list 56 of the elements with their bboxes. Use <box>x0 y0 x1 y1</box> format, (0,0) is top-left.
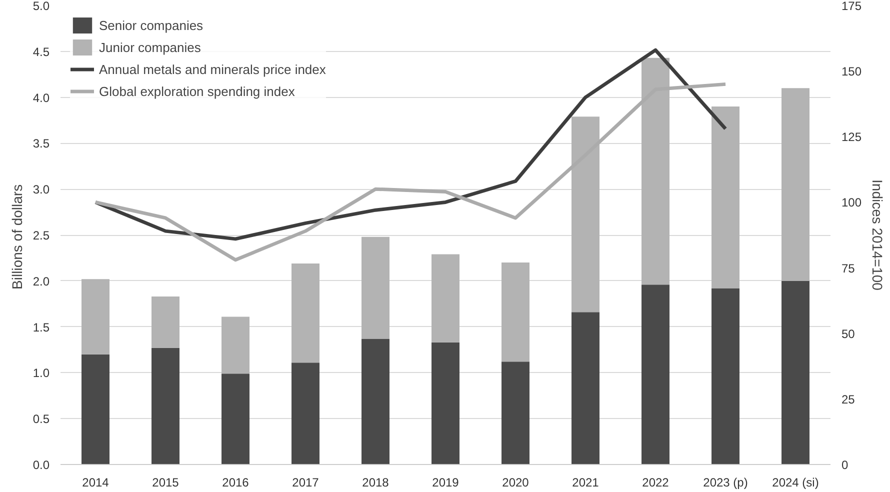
y2-tick-label: 125 <box>842 130 862 144</box>
y2-tick-label: 50 <box>842 326 856 341</box>
y-tick-label: 3.0 <box>32 182 50 197</box>
x-tick-label: 2021 <box>572 476 600 490</box>
y2-tick-label: 75 <box>842 261 856 276</box>
x-tick-label: 2022 <box>642 476 670 490</box>
bar <box>432 342 460 464</box>
y2-tick-label: 100 <box>842 196 862 210</box>
y-tick-label: 0.5 <box>32 412 50 426</box>
x-tick-label: 2020 <box>502 476 530 490</box>
y-tick-label: 4.5 <box>32 44 50 59</box>
legend-label: Senior companies <box>99 18 204 32</box>
y2-axis-title: Indices 2014=100 <box>870 180 886 291</box>
bar <box>782 280 810 464</box>
x-tick-label: 2024 (si) <box>772 476 819 490</box>
bar <box>152 296 180 348</box>
x-tick-label: 2019 <box>432 476 460 490</box>
y-tick-label: 3.5 <box>32 136 50 151</box>
bar <box>362 236 390 339</box>
x-tick-label: 2023 (p) <box>703 476 748 490</box>
bar <box>642 284 670 464</box>
y-tick-label: 1.5 <box>32 320 50 334</box>
bar <box>222 374 250 464</box>
bar <box>432 254 460 342</box>
x-tick-label: 2014 <box>82 476 110 490</box>
y-tick-label: 2.0 <box>32 274 50 288</box>
bar <box>502 362 530 464</box>
y2-tick-label: 0 <box>842 458 848 472</box>
y-tick-label: 2.5 <box>32 228 50 242</box>
bar <box>362 338 390 464</box>
y-tick-label: 0.0 <box>32 458 50 472</box>
y-tick-label: 1.0 <box>32 366 50 380</box>
bar <box>782 88 810 281</box>
y-tick-label: 5.0 <box>32 0 50 13</box>
y2-tick-label: 25 <box>842 392 856 406</box>
y-axis-title: Billions of dollars <box>8 184 25 290</box>
y2-tick-label: 175 <box>842 0 862 13</box>
bar <box>712 106 740 288</box>
legend-label: Junior companies <box>99 40 201 54</box>
bar <box>712 288 740 464</box>
bar <box>292 362 320 464</box>
x-tick-label: 2015 <box>152 476 180 490</box>
x-tick-label: 2016 <box>222 476 250 490</box>
bar <box>572 312 600 464</box>
x-tick-label: 2017 <box>292 476 320 490</box>
x-tick-label: 2018 <box>362 476 390 490</box>
legend-label: Global exploration spending index <box>99 84 295 98</box>
bar <box>82 279 110 354</box>
bar <box>222 316 250 374</box>
bar <box>292 263 320 363</box>
bar <box>502 262 530 362</box>
bar <box>152 348 180 464</box>
bar <box>82 354 110 464</box>
y-tick-label: 4.0 <box>32 90 50 105</box>
legend-label: Annual metals and minerals price index <box>99 62 326 76</box>
y2-tick-label: 150 <box>842 64 862 79</box>
